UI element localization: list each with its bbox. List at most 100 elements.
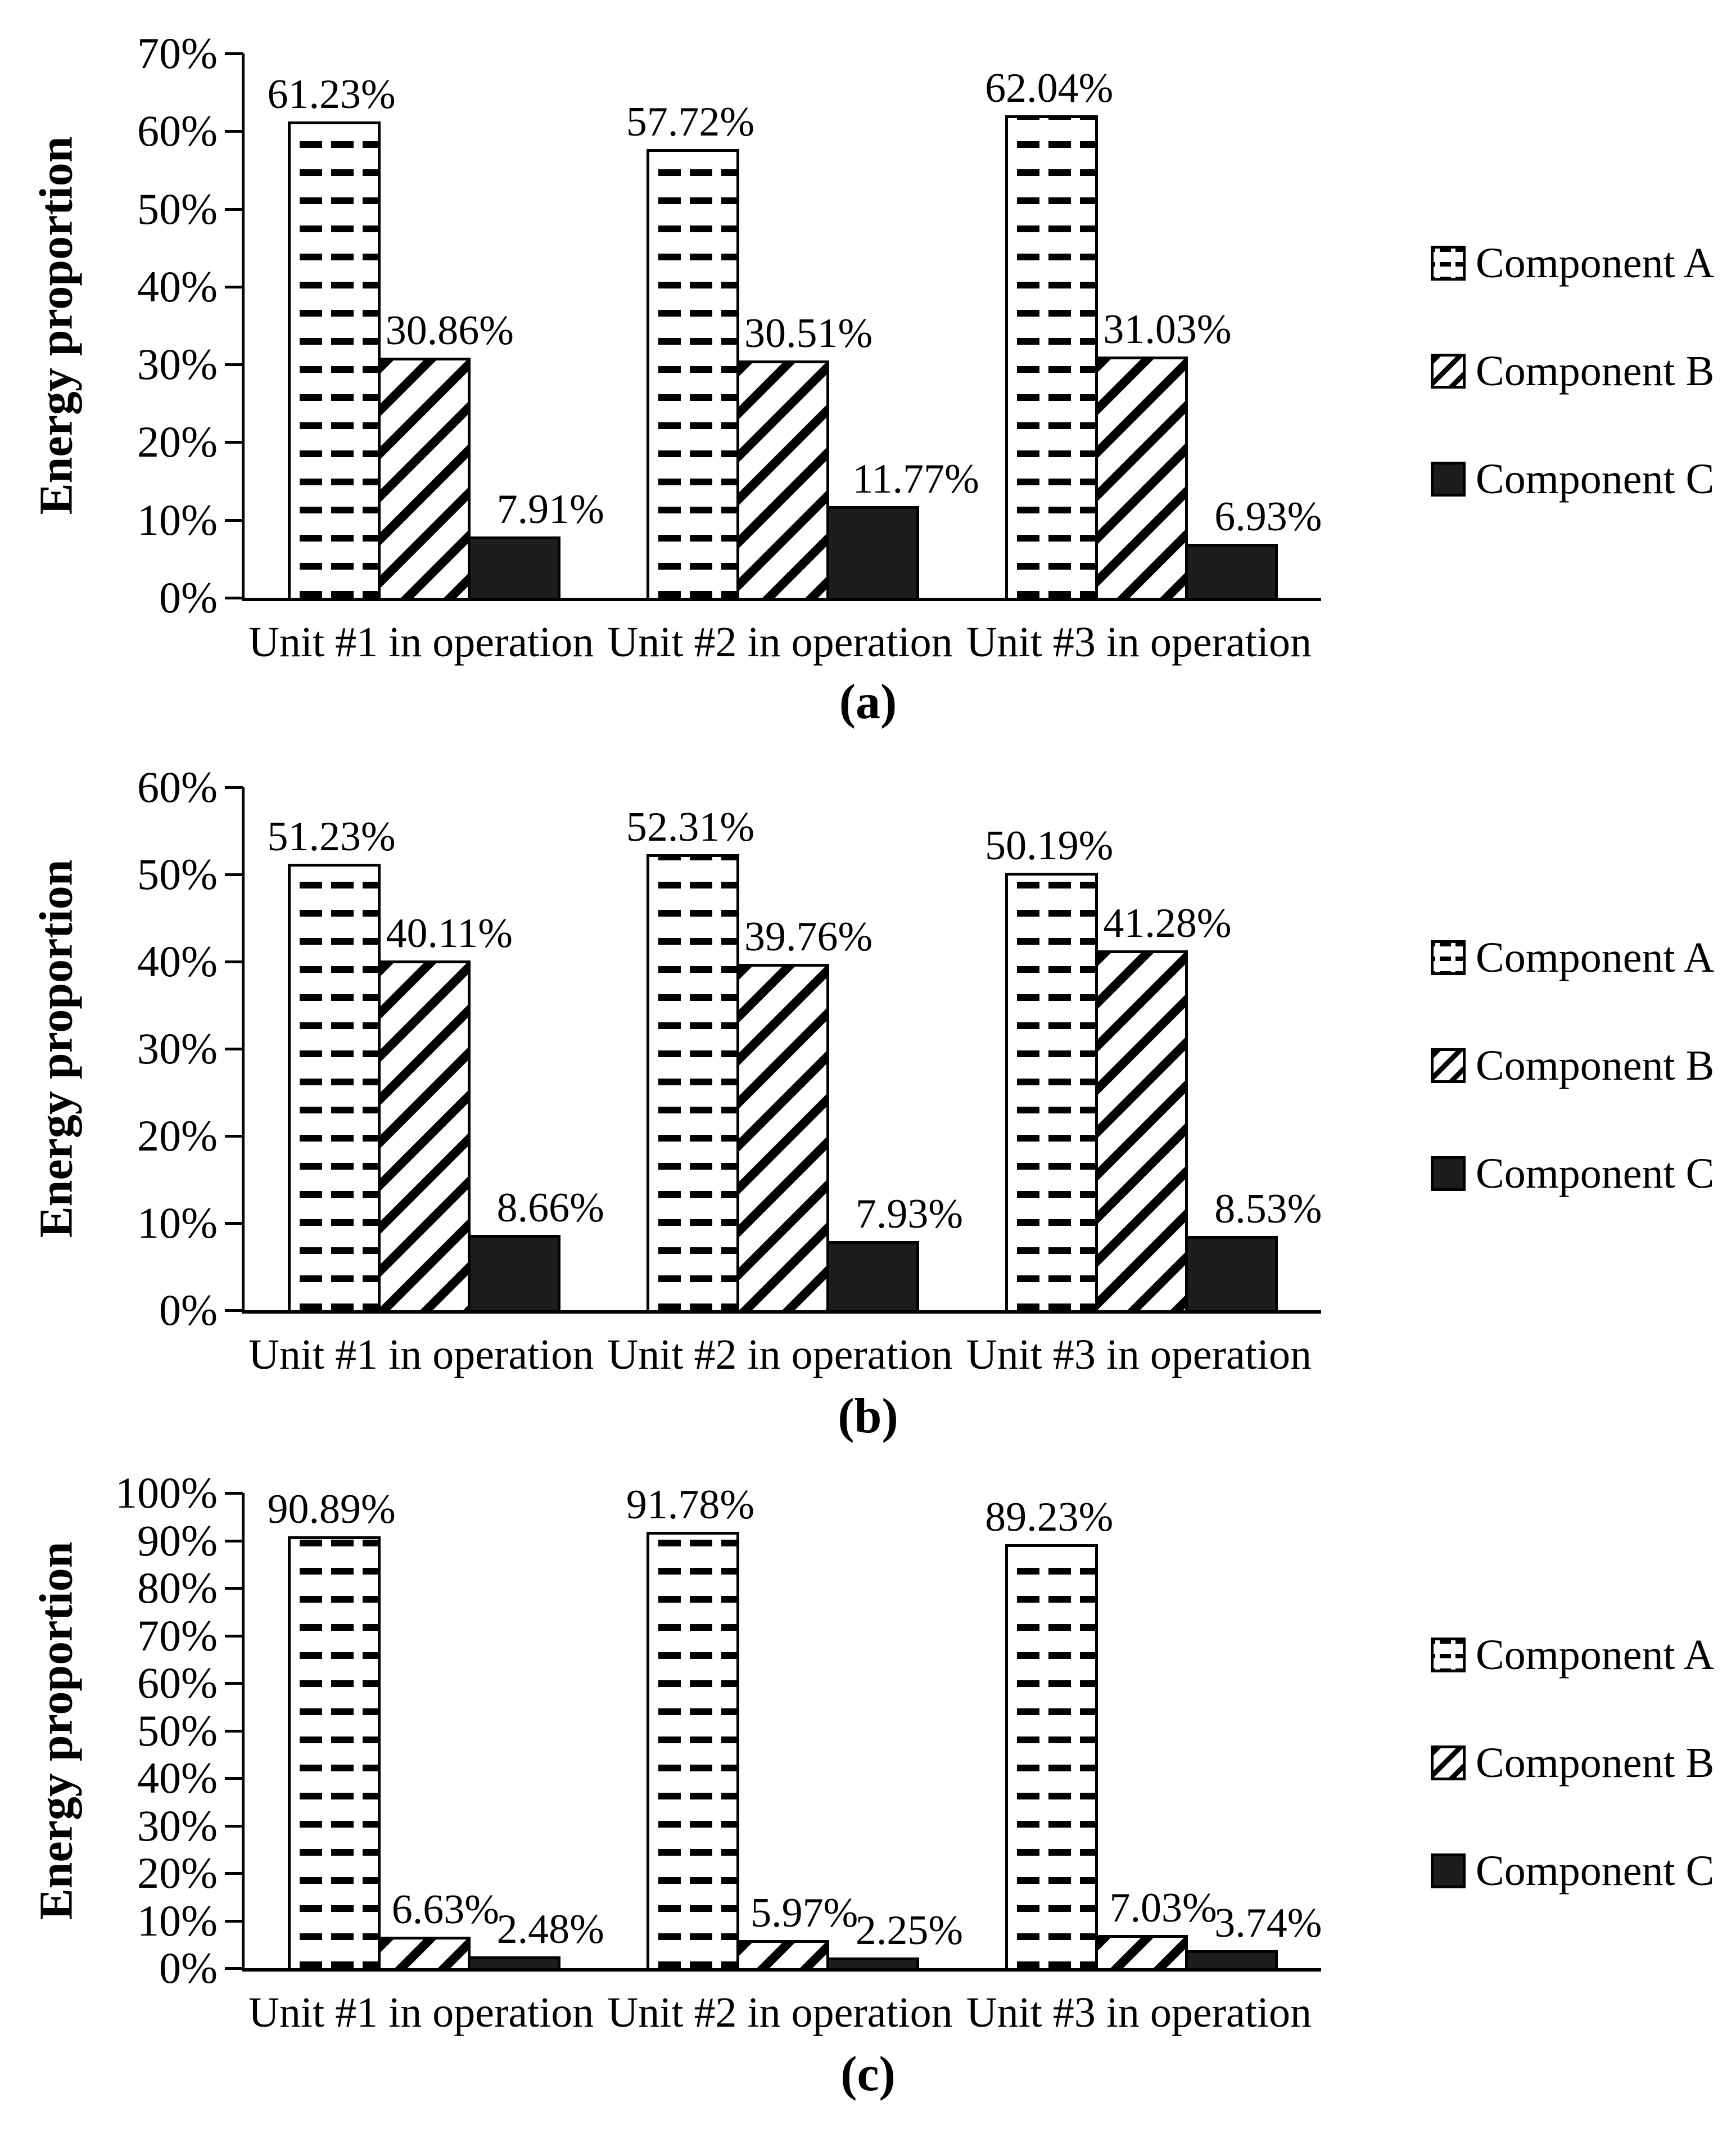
legend-item-component-a: Component A: [1431, 242, 1714, 285]
legend-item-component-a: Component A: [1431, 1634, 1714, 1676]
panel-caption-a: (a): [839, 675, 897, 729]
y-tick: [225, 1777, 243, 1780]
bar-component-a-unit-2: 52.31%: [626, 806, 754, 1310]
y-tick: [225, 597, 243, 599]
data-label-component-c-unit-2: 11.77%: [852, 456, 979, 503]
bar-component-a-unit-2: 91.78%: [626, 1484, 754, 1968]
component-c-swatch-icon: [1431, 1156, 1466, 1191]
data-label-component-a-unit-3: 50.19%: [985, 823, 1114, 869]
x-category-label-unit-1: Unit #1 in operation: [248, 1331, 594, 1378]
bar-component-a-unit-1: 61.23%: [268, 74, 396, 598]
y-tick-label: 70%: [137, 1611, 218, 1660]
x-category-label-unit-3: Unit #3 in operation: [966, 1331, 1312, 1378]
y-tick-label: 60%: [137, 106, 218, 156]
y-tick-label: 20%: [137, 417, 218, 467]
plot-area-a: 0% 10% 20% 30% 40% 50% 60% 70% 61.23% 30.86% 7.91%…: [137, 31, 1322, 620]
bar-component-c-unit-2: 2.25%: [826, 1910, 963, 1968]
panel-caption-b: (b): [838, 1389, 898, 1444]
data-label-component-b-unit-2: 5.97%: [751, 1889, 858, 1936]
y-tick: [225, 363, 243, 367]
component-b-swatch-icon: [1431, 354, 1466, 389]
legend-label: Component B: [1476, 348, 1715, 395]
bar-component-a-unit-3: 89.23%: [985, 1496, 1113, 1968]
bar-group-unit-1: 90.89% 6.63% 2.48%: [245, 1489, 604, 1968]
y-axis-title: Energy proportion: [30, 859, 83, 1238]
bar-group-unit-1: 61.23% 30.86% 7.91%: [245, 53, 604, 598]
bar-group-unit-3: 89.23% 7.03% 3.74%: [962, 1493, 1322, 1968]
y-tick: [225, 1824, 243, 1828]
legend-label: Component C: [1476, 455, 1715, 503]
bar-component-b-unit-2: 30.51%: [736, 313, 872, 598]
y-tick: [225, 1048, 243, 1050]
x-axis-labels-b: Unit #1 in operation Unit #2 in operation…: [242, 1330, 1318, 1379]
component-b-swatch-icon: [1431, 1048, 1466, 1083]
y-tick-label: 10%: [137, 1198, 218, 1248]
data-label-component-b-unit-3: 31.03%: [1103, 306, 1232, 353]
bar-groups: 51.23% 40.11% 8.66% 52.31% 39.76% 7.93% 50.19%…: [245, 787, 1322, 1310]
data-label-component-c-unit-2: 2.25%: [855, 1907, 964, 1954]
bar-group-unit-3: 50.19% 41.28% 8.53%: [962, 787, 1322, 1310]
y-tick-label: 40%: [137, 937, 218, 986]
plot-area-c: 0% 10% 20% 30% 40% 50% 60% 70% 80% 90% 100% 90.89% 6…: [115, 1471, 1322, 1990]
data-label-component-a-unit-3: 62.04%: [985, 65, 1114, 112]
y-tick: [225, 1492, 243, 1495]
bar-component-a-unit-1: 51.23%: [268, 816, 396, 1310]
y-tick: [225, 208, 243, 211]
data-label-component-a-unit-2: 52.31%: [626, 804, 754, 851]
y-tick-label: 70%: [137, 29, 218, 78]
y-tick: [225, 285, 243, 288]
data-label-component-c-unit-3: 3.74%: [1214, 1900, 1322, 1947]
x-category-label-unit-1: Unit #1 in operation: [248, 619, 594, 666]
y-tick-label: 60%: [137, 763, 218, 811]
y-tick-label: 50%: [137, 1706, 218, 1755]
legend-item-component-b: Component B: [1431, 350, 1714, 393]
x-category-label-unit-2: Unit #2 in operation: [607, 1989, 953, 2036]
bar-component-c-unit-2: 11.77%: [826, 458, 979, 598]
y-tick: [225, 1539, 243, 1542]
y-tick-label: 0%: [159, 1285, 218, 1334]
component-a-swatch-icon: [1431, 246, 1466, 281]
legend-label: Component C: [1476, 1847, 1715, 1895]
y-tick: [225, 1634, 243, 1638]
data-label-component-b-unit-3: 41.28%: [1103, 900, 1232, 947]
bar-group-unit-3: 62.04% 31.03% 6.93%: [962, 53, 1322, 598]
data-label-component-a-unit-1: 61.23%: [267, 71, 396, 118]
y-tick-label: 30%: [137, 1801, 218, 1850]
bar-group-unit-2: 52.31% 39.76% 7.93%: [603, 787, 963, 1310]
bar-groups: 61.23% 30.86% 7.91% 57.72% 30.51% 11.77% 62.04…: [245, 53, 1322, 598]
bar-component-c-unit-3: 3.74%: [1185, 1902, 1322, 1968]
y-tick: [225, 960, 243, 964]
bar-component-c-unit-3: 8.53%: [1185, 1188, 1322, 1310]
y-tick: [225, 786, 243, 789]
bar-component-b-unit-3: 7.03%: [1095, 1887, 1217, 1968]
data-label-component-b-unit-2: 30.51%: [744, 310, 873, 357]
bar-component-a-unit-1: 90.89%: [268, 1489, 396, 1968]
legend-item-component-b: Component B: [1431, 1742, 1714, 1784]
legend-item-component-a: Component A: [1431, 936, 1714, 979]
y-tick-label: 0%: [159, 573, 218, 622]
component-b-swatch-icon: [1431, 1745, 1466, 1780]
x-category-label-unit-2: Unit #2 in operation: [607, 619, 953, 666]
x-category-label-unit-3: Unit #3 in operation: [966, 619, 1312, 666]
y-axis-title: Energy proportion: [30, 136, 83, 515]
bar-component-c-unit-1: 7.91%: [467, 489, 604, 598]
bar-component-a-unit-3: 62.04%: [985, 67, 1113, 598]
chart-panel-b: Energy proportion 0% 10% 20% 30% 40% 50% 60% 51…: [0, 742, 1736, 1456]
y-tick-label: 50%: [137, 184, 218, 233]
data-label-component-a-unit-1: 51.23%: [267, 813, 396, 860]
x-category-label-unit-3: Unit #3 in operation: [966, 1989, 1312, 2036]
x-category-label-unit-2: Unit #2 in operation: [607, 1331, 953, 1378]
y-tick-label: 10%: [137, 495, 218, 544]
y-tick: [225, 1729, 243, 1733]
data-label-component-c-unit-1: 7.91%: [496, 486, 604, 533]
bar-component-b-unit-3: 31.03%: [1095, 309, 1232, 598]
data-label-component-a-unit-2: 57.72%: [626, 98, 754, 145]
bar-component-b-unit-2: 5.97%: [736, 1892, 858, 1968]
chart-panel-c: Energy proportion 0% 10% 20% 30% 40% 50% 60% 70…: [0, 1456, 1736, 2129]
y-tick-label: 30%: [137, 340, 218, 389]
y-tick: [225, 1587, 243, 1590]
data-label-component-b-unit-1: 40.11%: [386, 910, 513, 957]
legend-label: Component A: [1476, 240, 1715, 287]
bar-component-b-unit-1: 30.86%: [377, 310, 514, 598]
